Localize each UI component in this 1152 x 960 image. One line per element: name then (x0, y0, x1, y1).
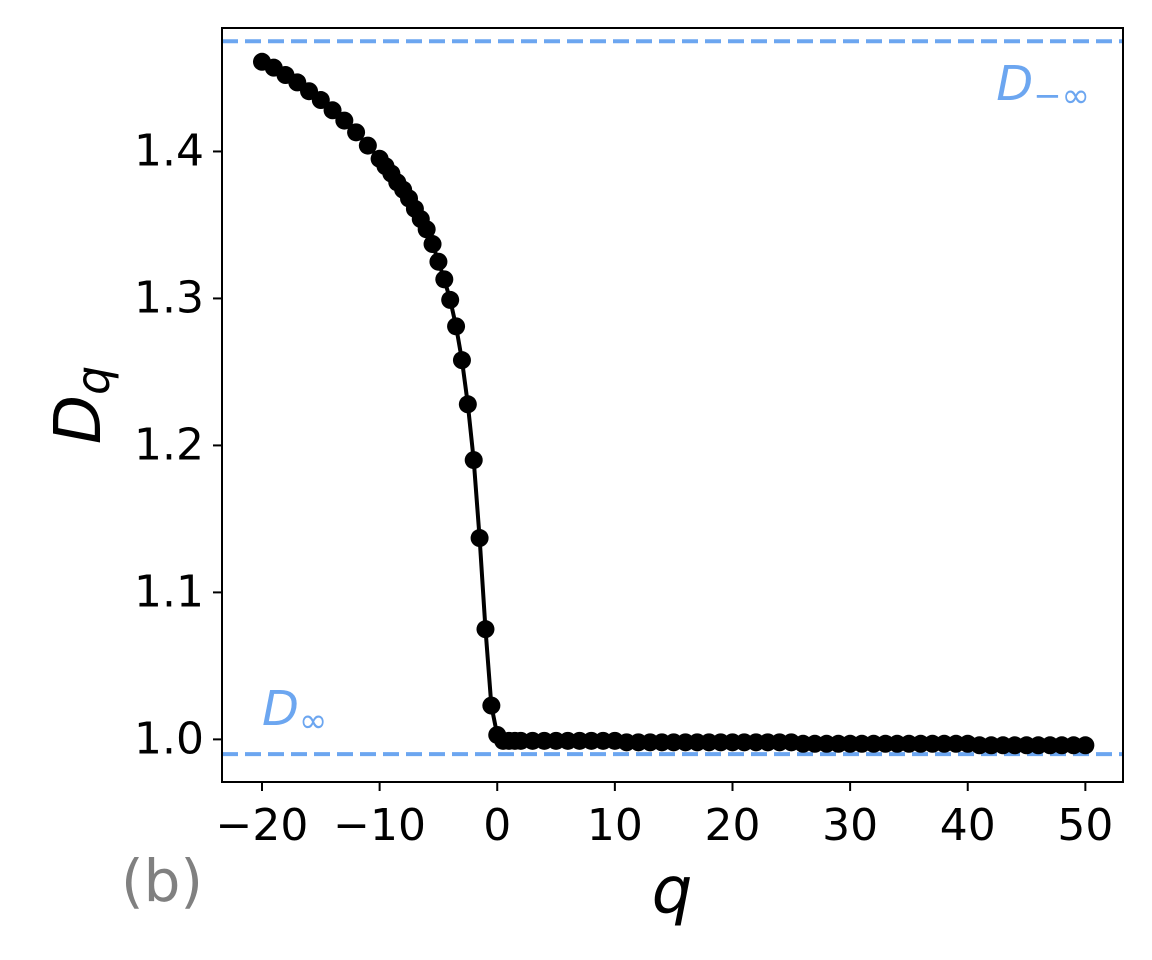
reference-label-sub: −∞ (1033, 76, 1090, 116)
y-axis-label: Dq (42, 366, 120, 444)
y-label-main: D (42, 395, 116, 444)
y-tick-label: 1.2 (134, 419, 204, 470)
data-point (441, 290, 460, 309)
panel-label: (b) (121, 847, 203, 915)
y-tick-label: 1.0 (134, 713, 204, 764)
x-tick-label: 20 (704, 800, 760, 851)
data-point (464, 451, 483, 470)
data-point (358, 136, 377, 155)
data-point (423, 235, 442, 254)
data-point (1076, 736, 1095, 755)
data-point (447, 317, 466, 336)
y-tick-label: 1.3 (134, 272, 204, 323)
y-tick-label: 1.4 (134, 125, 204, 176)
data-point (470, 529, 489, 548)
x-tick-label: −20 (216, 800, 309, 851)
reference-label: D∞ (262, 681, 327, 741)
data-point (429, 252, 448, 271)
x-tick-label: 30 (822, 800, 878, 851)
data-point (435, 270, 454, 289)
x-tick-label: 10 (587, 800, 643, 851)
data-point (323, 101, 342, 120)
y-tick-label: 1.1 (134, 566, 204, 617)
reference-label-main: D (262, 681, 299, 737)
x-axis-label: q (652, 855, 693, 929)
data-point (311, 91, 330, 110)
reference-label-main: D (996, 56, 1033, 112)
x-tick-label: 50 (1057, 800, 1113, 851)
data-point (347, 123, 366, 142)
data-point (452, 351, 471, 370)
reference-label: D−∞ (996, 56, 1090, 116)
x-tick-label: 0 (483, 800, 511, 851)
data-point (476, 620, 495, 639)
data-point (482, 696, 501, 715)
reference-label-sub: ∞ (299, 701, 327, 741)
data-point (335, 111, 354, 130)
data-point (458, 395, 477, 414)
x-tick-label: 40 (940, 800, 996, 851)
x-tick-label: −10 (333, 800, 426, 851)
plot-frame (221, 27, 1124, 783)
data-point (417, 220, 436, 239)
y-label-sub: q (66, 366, 120, 395)
